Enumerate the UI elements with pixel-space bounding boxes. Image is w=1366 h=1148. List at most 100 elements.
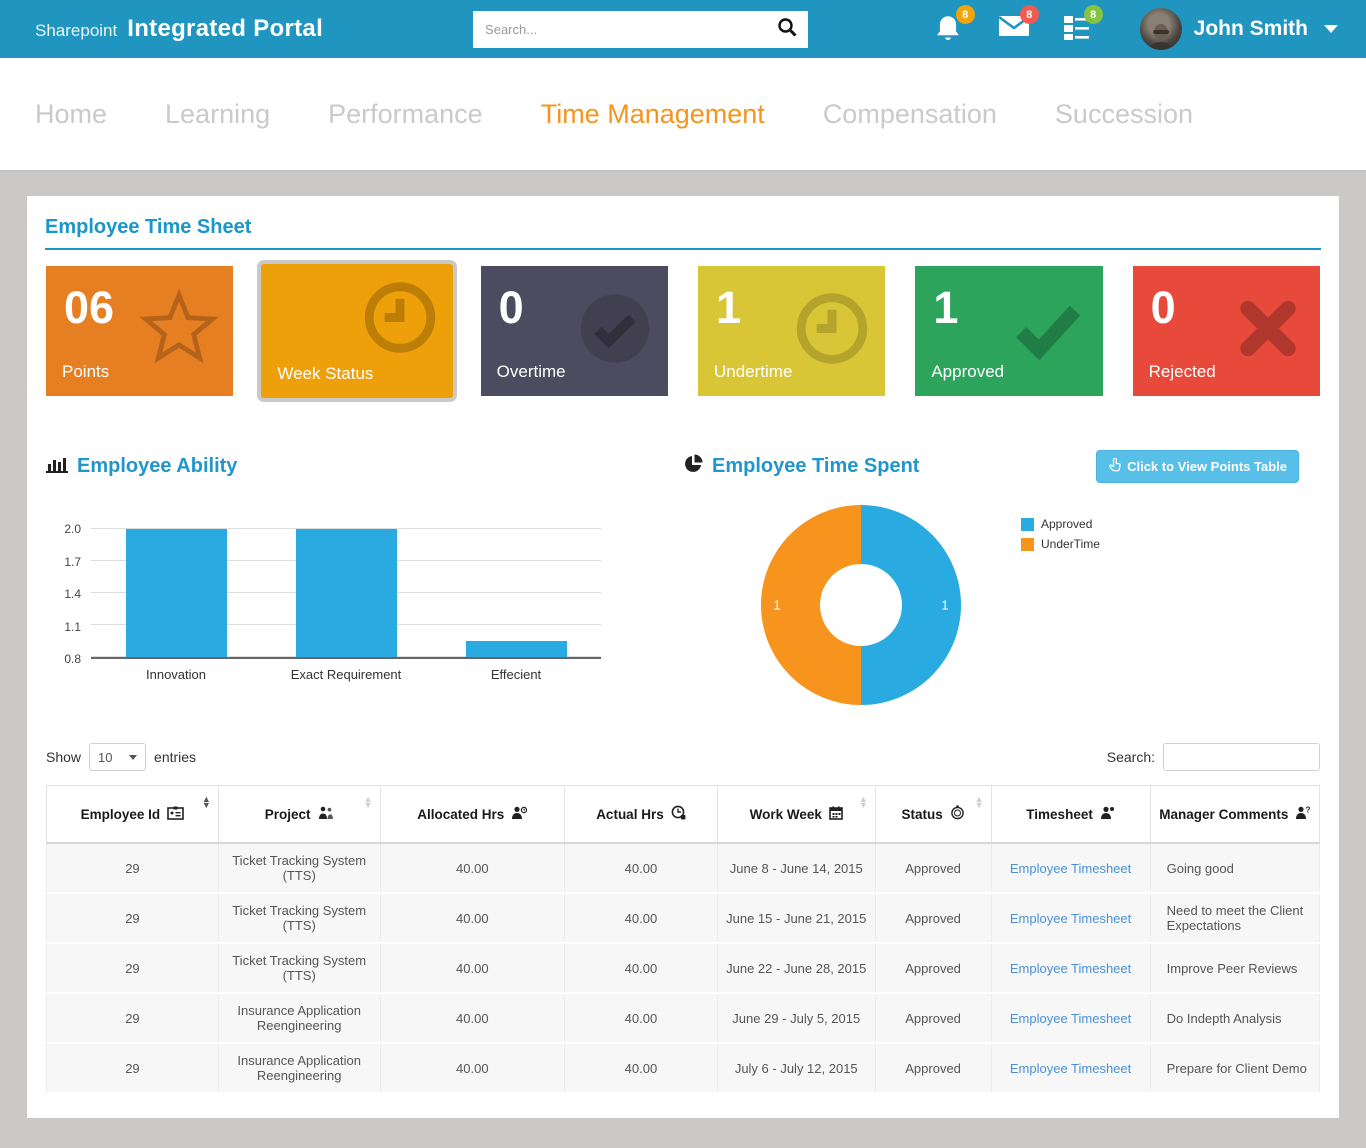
- notifications-bell-button[interactable]: 8: [934, 5, 975, 44]
- employee-timesheet-link[interactable]: Employee Timesheet: [1009, 1060, 1132, 1076]
- employee-timesheet-link[interactable]: Employee Timesheet: [1009, 910, 1132, 926]
- check-icon: [1005, 286, 1091, 377]
- card-points-value: 06: [64, 282, 115, 333]
- donut-segment-label: 1: [773, 597, 781, 613]
- messages-badge: 8: [1019, 5, 1039, 24]
- table-search-input[interactable]: [1163, 743, 1320, 771]
- card-week-status[interactable]: Week Status: [257, 260, 457, 402]
- title-divider: [45, 248, 1321, 250]
- card-approved[interactable]: 1 Approved: [915, 266, 1103, 396]
- column-header-work-week[interactable]: Work Week ▲ ▼: [716, 785, 876, 844]
- cell-week: June 29 - July 5, 2015: [716, 993, 876, 1044]
- cell-actual: 40.00: [564, 1043, 718, 1094]
- show-label: Show: [46, 749, 82, 765]
- user-name[interactable]: John Smith: [1193, 17, 1308, 40]
- sort-both-icon[interactable]: ▲ ▼: [363, 794, 373, 810]
- cell-allocated: 40.00: [379, 993, 566, 1044]
- chevron-down-icon[interactable]: [1324, 25, 1338, 33]
- cell-allocated: 40.00: [379, 843, 566, 894]
- employee-timesheet-link[interactable]: Employee Timesheet: [1009, 860, 1132, 876]
- cell-employee_id: 29: [46, 1043, 219, 1094]
- cell-timesheet: Employee Timesheet: [990, 993, 1151, 1044]
- cell-employee_id: 29: [46, 943, 219, 994]
- card-points[interactable]: 06 Points: [46, 266, 234, 396]
- sort-desc-icon[interactable]: ▲ ▼: [201, 794, 211, 810]
- card-approved-label: Approved: [931, 362, 1005, 381]
- cell-week: June 8 - June 14, 2015: [716, 843, 876, 894]
- column-header-allocated-hrs[interactable]: Allocated Hrs: [379, 785, 566, 844]
- global-search-input[interactable]: [485, 21, 777, 37]
- card-undertime-label: Undertime: [713, 362, 793, 381]
- column-header-project[interactable]: Project ▲ ▼: [217, 785, 381, 844]
- cell-comments: Improve Peer Reviews: [1149, 943, 1321, 994]
- nav-item-learning[interactable]: Learning: [165, 98, 271, 129]
- x-tick-label: Exact Requirement: [290, 667, 402, 682]
- y-tick-label: 1.1: [64, 619, 81, 634]
- search-icon[interactable]: [776, 16, 798, 43]
- tasks-button[interactable]: 8: [1062, 5, 1103, 46]
- cell-week: June 22 - June 28, 2015: [716, 943, 876, 994]
- column-header-timesheet[interactable]: Timesheet: [990, 785, 1151, 844]
- legend-swatch: [1021, 517, 1034, 531]
- ability-bar-effecient: [465, 641, 567, 657]
- global-search-box[interactable]: [473, 10, 809, 48]
- legend-label: UnderTime: [1041, 537, 1100, 551]
- page-size-select[interactable]: 10: [89, 743, 147, 771]
- nav-item-succession[interactable]: Succession: [1054, 98, 1193, 129]
- cell-employee_id: 29: [46, 843, 219, 894]
- cell-project: Insurance Application Reengineering: [217, 993, 381, 1044]
- nav-item-compensation[interactable]: Compensation: [822, 98, 997, 129]
- column-header-status[interactable]: Status ▲ ▼: [874, 785, 992, 844]
- cell-timesheet: Employee Timesheet: [990, 943, 1151, 994]
- card-overtime[interactable]: 0 Overtime: [480, 266, 668, 396]
- cell-week: July 6 - July 12, 2015: [716, 1043, 876, 1094]
- user-avatar[interactable]: [1139, 8, 1182, 50]
- card-overtime-value: 0: [498, 282, 524, 333]
- cell-project: Ticket Tracking System (TTS): [217, 893, 381, 944]
- cell-comments: Do Indepth Analysis: [1149, 993, 1321, 1044]
- column-label: Actual Hrs: [596, 806, 664, 822]
- user-menu[interactable]: John Smith: [1139, 8, 1338, 50]
- page-title: Employee Time Sheet: [45, 216, 252, 238]
- messages-button[interactable]: 8: [997, 5, 1039, 44]
- card-rejected-label: Rejected: [1148, 362, 1216, 381]
- column-header-employee-id[interactable]: Employee Id ▲ ▼: [46, 785, 219, 844]
- cell-employee_id: 29: [46, 993, 219, 1044]
- column-header-manager-comments[interactable]: Manager Comments ?: [1149, 785, 1321, 844]
- sort-both-icon[interactable]: ▲ ▼: [974, 794, 984, 810]
- y-tick-label: 1.7: [64, 554, 81, 569]
- employee-timesheet-link[interactable]: Employee Timesheet: [1009, 960, 1132, 976]
- tasks-list-icon: [1062, 16, 1092, 46]
- cell-project: Insurance Application Reengineering: [217, 1043, 381, 1094]
- ability-plot: [91, 528, 601, 659]
- clock-small-icon: [671, 805, 686, 823]
- cell-comments: Prepare for Client Demo: [1149, 1043, 1321, 1094]
- card-rejected[interactable]: 0 Rejected: [1132, 266, 1320, 396]
- ability-bar-exact-requirement: [295, 529, 397, 657]
- view-points-table-button[interactable]: Click to View Points Table: [1096, 450, 1299, 483]
- stat-cards: 06 Points Week Status 0 Overtime 1: [45, 260, 1321, 402]
- ability-bars: [91, 529, 601, 657]
- x-tick-label: Innovation: [146, 667, 206, 682]
- nav-item-home[interactable]: Home: [35, 98, 108, 129]
- card-week-status-label: Week Status: [277, 364, 374, 383]
- column-label: Employee Id: [80, 806, 161, 822]
- nav-item-time-management[interactable]: Time Management: [540, 98, 765, 129]
- nav-item-performance[interactable]: Performance: [328, 98, 483, 129]
- clock-icon: [359, 277, 441, 364]
- timesheet-table: Employee Id ▲ ▼ Project ▲ ▼ Allocated Hrs: [46, 785, 1321, 1094]
- card-undertime[interactable]: 1 Undertime: [697, 266, 886, 396]
- column-header-actual-hrs[interactable]: Actual Hrs: [564, 785, 718, 844]
- bar-chart-icon: [46, 454, 68, 479]
- person-badge-icon: [1100, 806, 1115, 823]
- sort-both-icon[interactable]: ▲ ▼: [858, 794, 868, 810]
- bell-icon: [934, 16, 962, 48]
- employee-timesheet-link[interactable]: Employee Timesheet: [1009, 1010, 1132, 1026]
- people-icon: [318, 806, 334, 823]
- card-overtime-label: Overtime: [496, 362, 566, 381]
- main-nav: Home Learning Performance Time Managemen…: [0, 58, 1366, 170]
- cell-actual: 40.00: [564, 893, 718, 944]
- cell-status: Approved: [874, 1043, 992, 1094]
